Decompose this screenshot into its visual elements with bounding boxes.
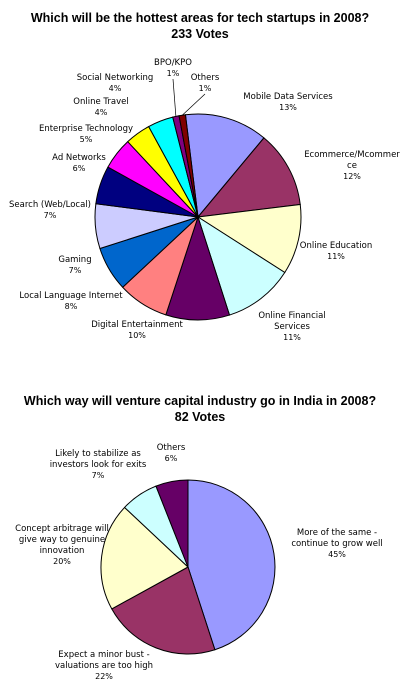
slice-label: Ad Networks 6%	[52, 153, 106, 173]
slice-label: Digital Entertainment 10%	[91, 320, 183, 340]
pie-slices	[94, 113, 302, 321]
leader-lines	[172, 78, 206, 117]
slice-label: Local Language Internet 8%	[19, 291, 123, 311]
slice-labels: More of the same -continue to grow well 4…	[15, 443, 383, 681]
slice-label: Online Education 11%	[300, 241, 372, 261]
slice-label: Others 6%	[157, 443, 186, 463]
slice-label: Online Travel 4%	[73, 97, 128, 117]
pie-slice	[197, 215, 286, 316]
slice-label: Ecommerce/Mcommer ce 12%	[304, 150, 400, 181]
pie-slice	[100, 506, 189, 610]
pie-chart-venture-capital: Which way will venture capital industry …	[15, 394, 383, 681]
chart-title: Which way will venture capital industry …	[24, 394, 376, 408]
chart-subtitle: 233 Votes	[171, 27, 228, 41]
pie-slice	[184, 113, 265, 219]
slice-label: Gaming 7%	[58, 255, 91, 275]
slice-label: Mobile Data Services 13%	[243, 92, 333, 112]
slice-label: Search (Web/Local) 7%	[9, 200, 91, 220]
slice-labels: Mobile Data Services 13% Ecommerce/Mcommer…	[9, 58, 400, 342]
pie-slice	[155, 479, 189, 568]
pie-slice	[196, 203, 302, 274]
pie-slices	[100, 479, 276, 655]
pie-slice	[196, 137, 301, 218]
slice-label: Enterprise Technology 5%	[39, 124, 133, 144]
leader-line	[182, 93, 206, 116]
slice-label: Concept arbitrage will give way to genuin…	[15, 524, 109, 566]
slice-label: Social Networking 4%	[77, 73, 154, 93]
chart-title: Which will be the hottest areas for tech…	[31, 11, 369, 25]
pie-slice	[111, 566, 216, 655]
slice-label: Others 1%	[191, 73, 220, 93]
chart-subtitle: 82 Votes	[175, 410, 226, 424]
slice-label: More of the same -continue to grow well 4…	[291, 528, 382, 559]
pie-slice	[187, 479, 276, 651]
slice-label: BPO/KPO 1%	[154, 58, 192, 78]
leader-line	[172, 78, 177, 117]
pie-chart-startups: Which will be the hottest areas for tech…	[9, 11, 400, 342]
pie-slice	[178, 114, 199, 218]
slice-label: Likely to stabilize as investors look for…	[50, 449, 147, 480]
slice-label: Expect a minor bust -valuations are too …	[55, 650, 153, 681]
slice-label: Online Financial Services 11%	[258, 311, 325, 342]
